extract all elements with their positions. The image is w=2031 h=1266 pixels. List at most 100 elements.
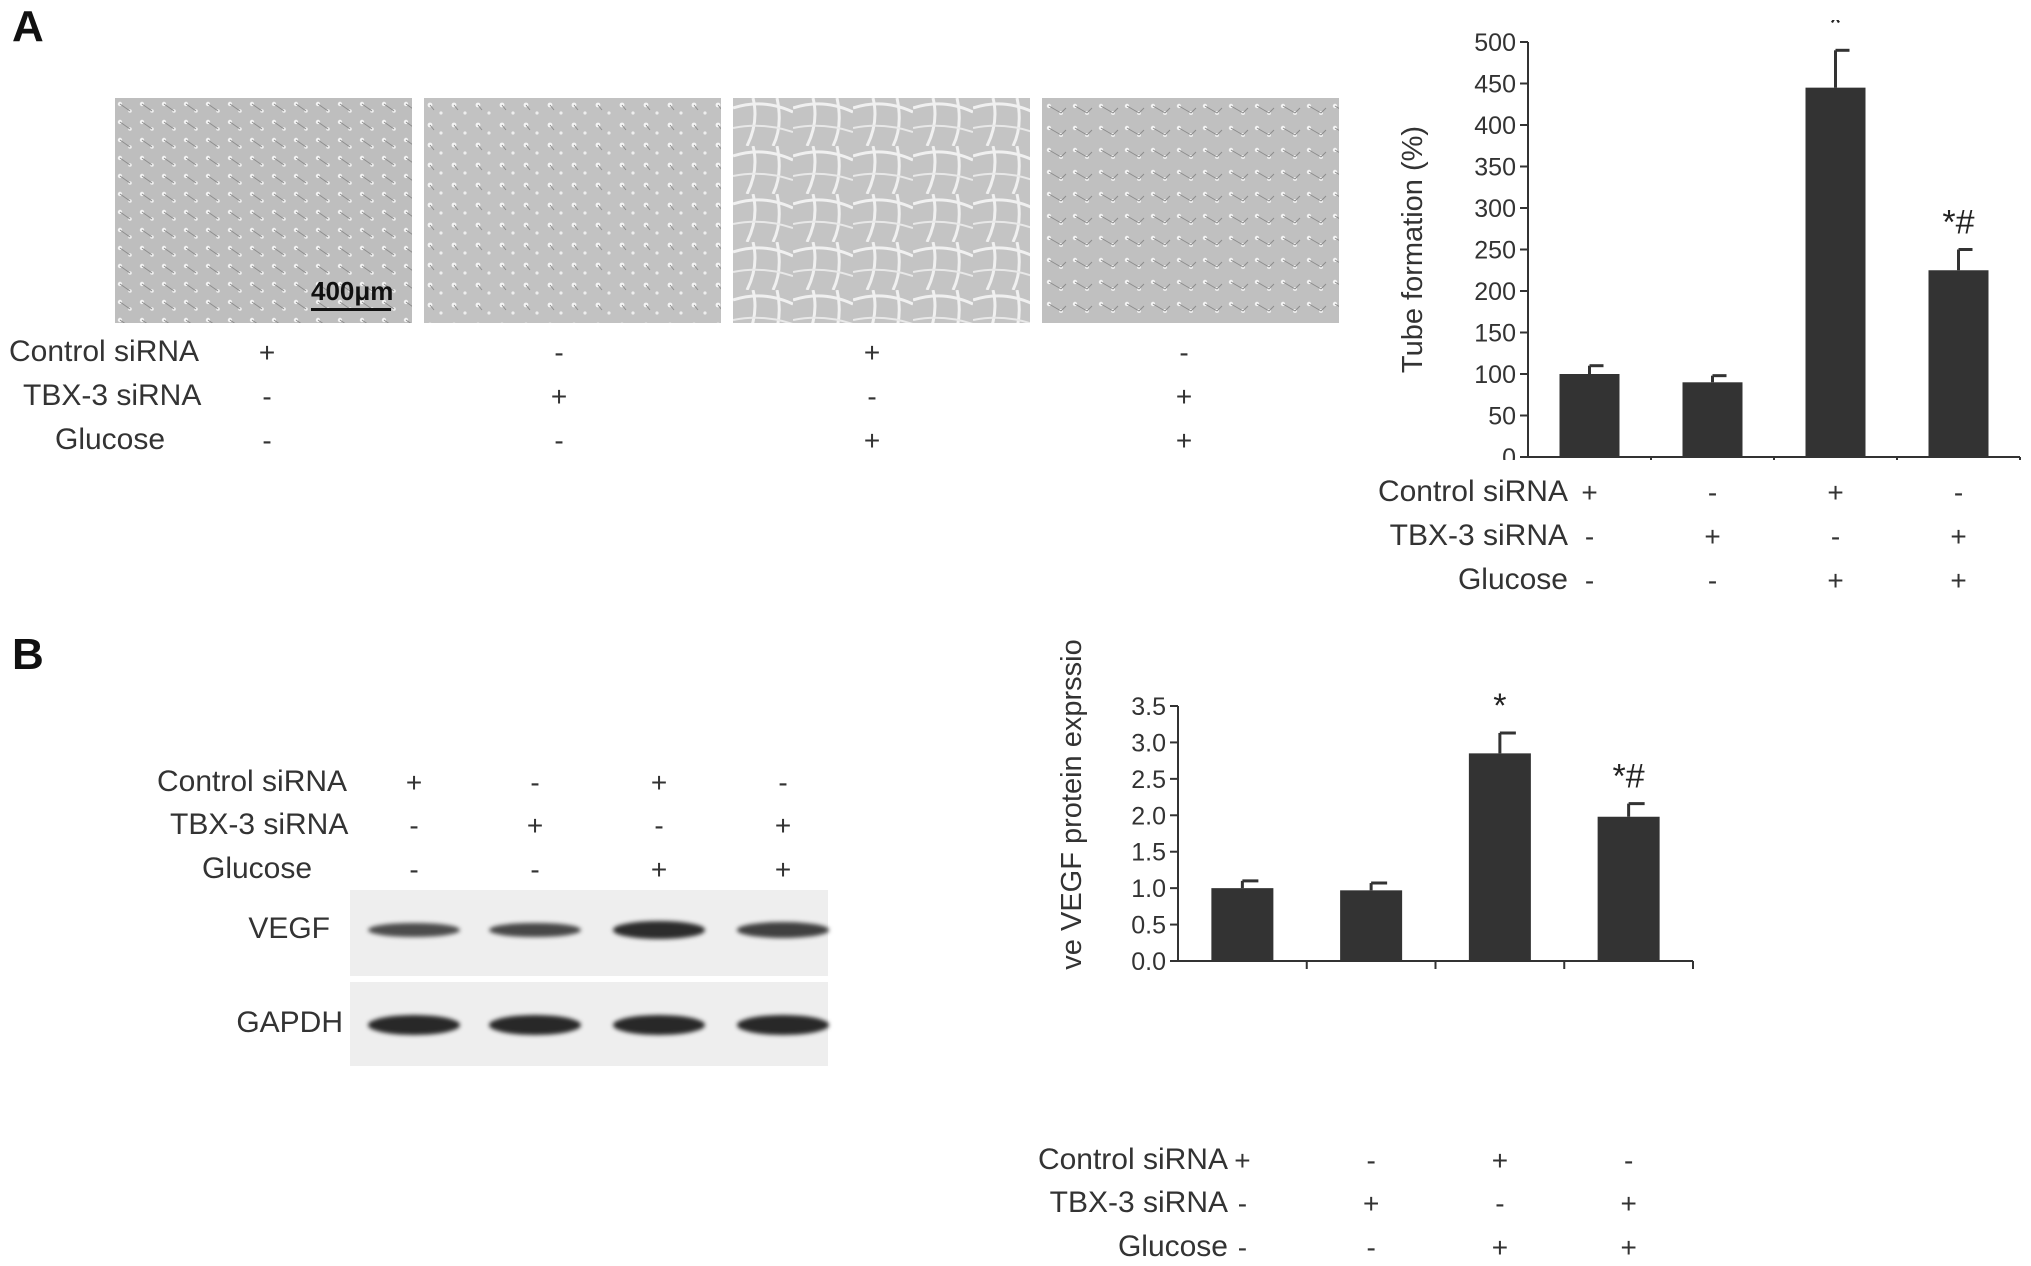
micrograph-4 <box>1042 98 1339 323</box>
blot-separator <box>350 976 828 982</box>
y-axis-label: Relative VEGF protein exprssion <box>1056 640 1088 970</box>
condition-symbol: + <box>863 425 881 456</box>
condition-symbol: - <box>409 854 419 885</box>
condition-symbol: + <box>258 337 276 368</box>
condition-symbol: - <box>1237 1188 1248 1219</box>
tube-formation-chart: 0 50 100 150 200 250 300 350 400 450 500 Tube forma… <box>1397 20 2021 460</box>
condition-symbol: - <box>1953 477 1964 508</box>
y-tick-label: 3.5 <box>1131 693 1166 721</box>
panel-b-label: B <box>12 630 44 679</box>
condition-symbol: + <box>1491 1232 1509 1263</box>
y-tick-label: 3.0 <box>1131 729 1166 757</box>
condition-symbol: - <box>554 425 564 456</box>
condition-symbol: - <box>1179 337 1189 368</box>
condition-symbol: - <box>530 767 540 798</box>
y-tick-label: 0.0 <box>1131 948 1166 970</box>
condition-symbol: - <box>262 425 272 456</box>
y-tick-label: 200 <box>1474 278 1516 306</box>
condition-label-control-sirna: Control siRNA <box>9 335 200 368</box>
y-tick-label: 250 <box>1474 237 1516 265</box>
condition-symbol: + <box>1620 1232 1637 1263</box>
blot-band <box>737 1015 829 1035</box>
significance-mark: * <box>1493 687 1506 725</box>
y-tick-label: 500 <box>1474 29 1516 57</box>
significance-mark: *# <box>1613 758 1645 796</box>
y-tick-label: 1.0 <box>1131 875 1166 903</box>
condition-symbol: + <box>550 381 568 412</box>
y-tick-label: 1.5 <box>1131 839 1166 867</box>
cell-texture-1 <box>115 98 412 323</box>
condition-label-glucose: Glucose <box>55 423 166 456</box>
condition-symbol: + <box>774 810 792 841</box>
condition-label: Glucose <box>1457 563 1568 596</box>
significance-mark: * <box>1829 20 1842 42</box>
blot-label-vegf: VEGF <box>248 912 330 945</box>
condition-label: TBX-3 siRNA <box>1049 1186 1228 1219</box>
micrograph-1: 400μm <box>115 98 412 323</box>
condition-symbol: - <box>1495 1188 1505 1219</box>
bar <box>1468 753 1531 961</box>
y-tick-label: 150 <box>1474 320 1516 348</box>
condition-symbol: + <box>1234 1145 1251 1176</box>
condition-symbol: - <box>409 810 419 841</box>
blot-band <box>489 922 581 938</box>
condition-symbol: - <box>1237 1232 1248 1263</box>
condition-symbol: - <box>1707 477 1718 508</box>
blot-band <box>613 921 705 939</box>
condition-symbol: + <box>650 767 668 798</box>
condition-symbol: + <box>526 810 544 841</box>
condition-symbol: - <box>262 381 272 412</box>
scale-bar-label: 400μm <box>311 276 394 306</box>
condition-symbol: - <box>530 854 540 885</box>
condition-symbol: - <box>1623 1145 1634 1176</box>
condition-symbol: - <box>1584 565 1595 596</box>
scale-bar <box>311 308 391 311</box>
y-tick-label: 2.0 <box>1131 802 1166 830</box>
condition-symbol: - <box>654 810 664 841</box>
bar <box>1211 888 1274 961</box>
bar <box>1928 270 1989 457</box>
condition-symbol: + <box>1950 565 1967 596</box>
condition-symbol: - <box>1366 1232 1376 1263</box>
condition-label-glucose: Glucose <box>202 852 313 885</box>
cell-texture-3 <box>733 98 1030 323</box>
condition-symbol: - <box>1366 1145 1376 1176</box>
y-axis-label: Tube formation (%) <box>1397 126 1429 373</box>
y-tick-label: 100 <box>1474 361 1516 389</box>
condition-symbol: + <box>774 854 792 885</box>
blot-band <box>613 1015 705 1035</box>
condition-symbol: + <box>1704 521 1721 552</box>
bar <box>1805 87 1866 458</box>
condition-symbol: + <box>1175 381 1193 412</box>
condition-symbol: + <box>1491 1145 1509 1176</box>
vegf-expression-chart: 0.0 0.5 1.0 1.5 2.0 2.5 3.0 3.5 Relative VEGF pr… <box>1056 640 1694 970</box>
condition-symbol: - <box>1707 565 1718 596</box>
bar <box>1682 382 1743 457</box>
condition-symbol: + <box>1950 521 1967 552</box>
condition-symbol: + <box>1581 477 1598 508</box>
condition-symbol: + <box>405 767 423 798</box>
cell-texture-2 <box>424 98 721 323</box>
bar <box>1559 374 1620 457</box>
y-tick-label: 450 <box>1474 71 1516 99</box>
condition-label: Control siRNA <box>1377 475 1568 508</box>
condition-symbol: + <box>1827 565 1844 596</box>
condition-label-tbx3-sirna: TBX-3 siRNA <box>170 808 349 841</box>
blot-band <box>368 1015 460 1035</box>
micrograph-3 <box>733 98 1030 323</box>
blot-band <box>368 922 460 938</box>
cell-texture-4 <box>1042 98 1339 323</box>
condition-symbol: + <box>1620 1188 1637 1219</box>
condition-symbol: - <box>554 337 564 368</box>
condition-symbol: + <box>650 854 668 885</box>
micrograph-2 <box>424 98 721 323</box>
bar <box>1597 816 1660 961</box>
blot-band <box>489 1015 581 1035</box>
y-tick-label: 400 <box>1474 112 1516 140</box>
panel-a-label: A <box>12 2 44 51</box>
condition-symbol: + <box>1827 477 1844 508</box>
condition-label-tbx3-sirna: TBX-3 siRNA <box>23 379 202 412</box>
condition-label: TBX-3 siRNA <box>1389 519 1568 552</box>
condition-label: Control siRNA <box>1037 1143 1228 1176</box>
condition-symbol: + <box>1175 425 1193 456</box>
